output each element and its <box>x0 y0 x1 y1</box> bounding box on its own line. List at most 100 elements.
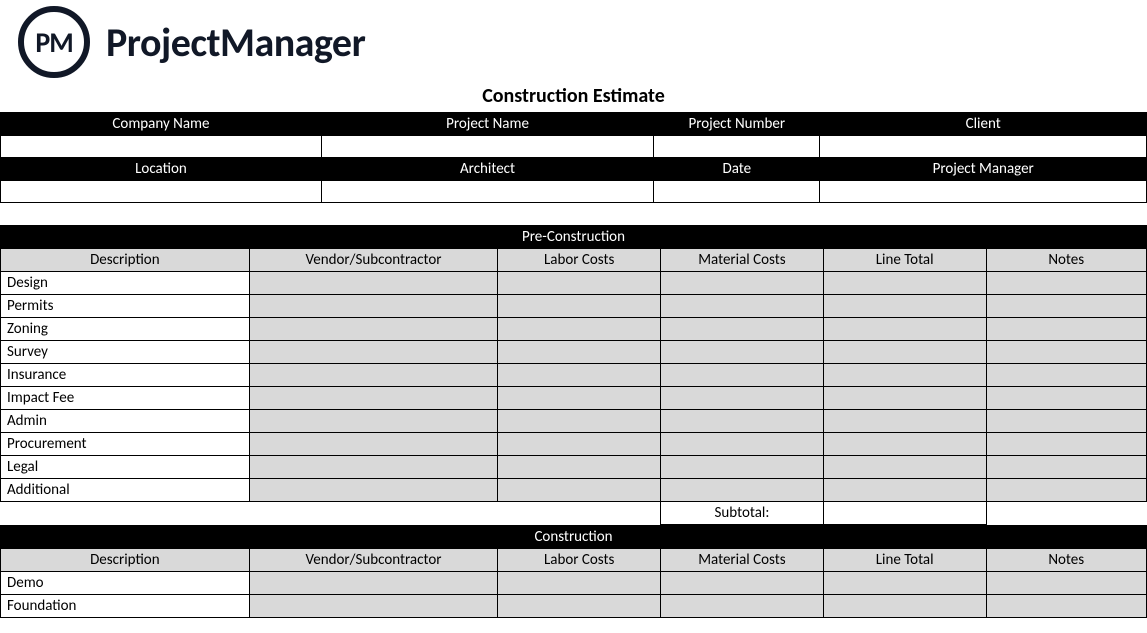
notes-cell[interactable] <box>986 595 1147 618</box>
line-total-cell[interactable] <box>823 479 986 502</box>
info-value-cell[interactable] <box>321 181 653 203</box>
description-cell[interactable]: Insurance <box>1 364 250 387</box>
column-header: Vendor/Subcontractor <box>249 549 498 572</box>
description-cell[interactable]: Foundation <box>1 595 250 618</box>
notes-cell[interactable] <box>986 318 1147 341</box>
info-value-cell[interactable] <box>321 136 653 158</box>
vendor-cell[interactable] <box>249 318 498 341</box>
description-cell[interactable]: Legal <box>1 456 250 479</box>
description-cell[interactable]: Demo <box>1 572 250 595</box>
material-cell[interactable] <box>661 272 824 295</box>
column-header: Description <box>1 249 250 272</box>
line-total-cell[interactable] <box>823 295 986 318</box>
material-cell[interactable] <box>661 341 824 364</box>
column-header: Labor Costs <box>498 249 661 272</box>
description-cell[interactable]: Additional <box>1 479 250 502</box>
material-cell[interactable] <box>661 572 824 595</box>
column-header: Notes <box>986 249 1147 272</box>
line-total-cell[interactable] <box>823 341 986 364</box>
labor-cell[interactable] <box>498 572 661 595</box>
labor-cell[interactable] <box>498 433 661 456</box>
labor-cell[interactable] <box>498 410 661 433</box>
material-cell[interactable] <box>661 479 824 502</box>
project-info-table: Company NameProject NameProject NumberCl… <box>0 112 1147 203</box>
table-row: Additional <box>1 479 1147 502</box>
material-cell[interactable] <box>661 433 824 456</box>
vendor-cell[interactable] <box>249 479 498 502</box>
vendor-cell[interactable] <box>249 364 498 387</box>
material-cell[interactable] <box>661 295 824 318</box>
vendor-cell[interactable] <box>249 595 498 618</box>
info-value-cell[interactable] <box>820 181 1147 203</box>
notes-cell[interactable] <box>986 364 1147 387</box>
info-value-cell[interactable] <box>654 136 820 158</box>
vendor-cell[interactable] <box>249 387 498 410</box>
vendor-cell[interactable] <box>249 272 498 295</box>
description-cell[interactable]: Procurement <box>1 433 250 456</box>
notes-cell[interactable] <box>986 387 1147 410</box>
notes-cell[interactable] <box>986 479 1147 502</box>
material-cell[interactable] <box>661 456 824 479</box>
labor-cell[interactable] <box>498 595 661 618</box>
vendor-cell[interactable] <box>249 456 498 479</box>
column-header: Notes <box>986 549 1147 572</box>
labor-cell[interactable] <box>498 341 661 364</box>
notes-cell[interactable] <box>986 410 1147 433</box>
info-header: Architect <box>321 158 653 181</box>
description-cell[interactable]: Survey <box>1 341 250 364</box>
line-total-cell[interactable] <box>823 572 986 595</box>
info-value-cell[interactable] <box>1 136 322 158</box>
info-value-cell[interactable] <box>654 181 820 203</box>
table-row: Impact Fee <box>1 387 1147 410</box>
info-value-cell[interactable] <box>1 181 322 203</box>
description-cell[interactable]: Design <box>1 272 250 295</box>
notes-cell[interactable] <box>986 341 1147 364</box>
notes-cell[interactable] <box>986 433 1147 456</box>
material-cell[interactable] <box>661 410 824 433</box>
line-total-cell[interactable] <box>823 595 986 618</box>
description-cell[interactable]: Permits <box>1 295 250 318</box>
vendor-cell[interactable] <box>249 410 498 433</box>
line-total-cell[interactable] <box>823 433 986 456</box>
line-total-cell[interactable] <box>823 387 986 410</box>
column-header: Line Total <box>823 249 986 272</box>
section-table: ConstructionDescriptionVendor/Subcontrac… <box>0 525 1147 618</box>
material-cell[interactable] <box>661 318 824 341</box>
material-cell[interactable] <box>661 595 824 618</box>
info-value-cell[interactable] <box>820 136 1147 158</box>
table-row: Demo <box>1 572 1147 595</box>
description-cell[interactable]: Impact Fee <box>1 387 250 410</box>
line-total-cell[interactable] <box>823 410 986 433</box>
vendor-cell[interactable] <box>249 295 498 318</box>
labor-cell[interactable] <box>498 295 661 318</box>
column-header: Material Costs <box>661 549 824 572</box>
labor-cell[interactable] <box>498 272 661 295</box>
description-cell[interactable]: Zoning <box>1 318 250 341</box>
notes-cell[interactable] <box>986 272 1147 295</box>
subtotal-value[interactable] <box>823 502 986 525</box>
vendor-cell[interactable] <box>249 341 498 364</box>
notes-cell[interactable] <box>986 456 1147 479</box>
labor-cell[interactable] <box>498 456 661 479</box>
description-cell[interactable]: Admin <box>1 410 250 433</box>
labor-cell[interactable] <box>498 479 661 502</box>
notes-cell[interactable] <box>986 572 1147 595</box>
info-header: Project Manager <box>820 158 1147 181</box>
line-total-cell[interactable] <box>823 364 986 387</box>
vendor-cell[interactable] <box>249 433 498 456</box>
labor-cell[interactable] <box>498 387 661 410</box>
line-total-cell[interactable] <box>823 318 986 341</box>
table-row: Admin <box>1 410 1147 433</box>
line-total-cell[interactable] <box>823 272 986 295</box>
info-header: Company Name <box>1 113 322 136</box>
line-total-cell[interactable] <box>823 456 986 479</box>
labor-cell[interactable] <box>498 318 661 341</box>
table-row: Procurement <box>1 433 1147 456</box>
subtotal-label: Subtotal: <box>661 502 824 525</box>
material-cell[interactable] <box>661 387 824 410</box>
material-cell[interactable] <box>661 364 824 387</box>
labor-cell[interactable] <box>498 364 661 387</box>
notes-cell[interactable] <box>986 295 1147 318</box>
brand-logo-icon: PM <box>18 6 90 78</box>
vendor-cell[interactable] <box>249 572 498 595</box>
